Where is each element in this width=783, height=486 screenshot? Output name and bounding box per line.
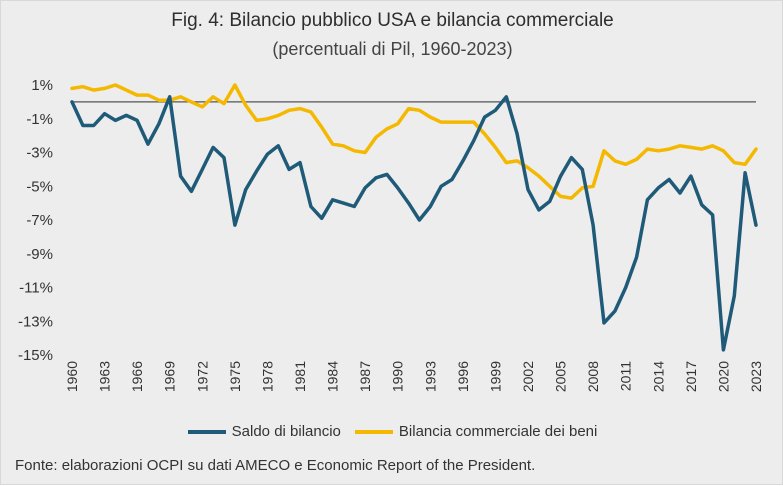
legend-label-bilancia: Bilancia commerciale dei beni [398,423,598,440]
x-tick-label: 1987 [357,361,373,392]
x-tick-label: 2002 [520,361,536,392]
chart-title: Fig. 4: Bilancio pubblico USA e bilancia… [171,10,614,31]
x-tick-label: 1981 [292,361,308,392]
y-axis: 1% -1% -3% -5% -7% -9% -11% -13% -15% [18,77,53,364]
x-tick-label: 1966 [129,361,145,392]
legend-label-saldo: Saldo di bilancio [231,423,341,440]
x-tick-label: 1978 [259,361,275,392]
x-tick-label: 2017 [683,361,699,392]
y-tick-label: -9% [26,246,53,263]
x-tick-label: 1999 [487,361,503,392]
legend-item-saldo: Saldo di bilancio [187,423,341,440]
x-tick-label: 1972 [194,361,210,392]
x-tick-label: 2014 [650,361,666,392]
x-tick-label: 2023 [748,361,764,392]
legend-swatch-saldo [187,429,226,434]
x-axis: 1960 1963 1966 1969 1972 1975 1978 1981 1984 1987… [64,361,764,392]
chart-subtitle: (percentuali di Pil, 1960-2023) [272,39,513,59]
legend-item-bilancia: Bilancia commerciale dei beni [354,423,598,440]
x-tick-label: 1960 [64,361,80,392]
y-tick-label: -1% [26,111,53,128]
x-tick-label: 1969 [162,361,178,392]
x-tick-label: 2005 [553,361,569,392]
series-line-bilancia-commerciale [70,83,758,200]
series-group [70,83,758,352]
x-tick-label: 2008 [585,361,601,392]
x-tick-label: 1975 [227,361,243,392]
series-line-saldo-di-bilancio [70,95,758,352]
y-tick-label: -11% [19,280,53,297]
y-tick-label: 1% [31,77,53,94]
y-tick-label: -15% [18,347,53,364]
y-tick-label: -5% [26,178,53,195]
x-tick-label: 1984 [325,361,341,392]
x-tick-label: 1993 [422,361,438,392]
x-tick-label: 1996 [455,361,471,392]
x-tick-label: 2011 [618,361,634,391]
y-tick-label: -3% [26,145,53,162]
y-tick-label: -13% [18,313,53,330]
legend: Saldo di bilancio Bilancia commerciale d… [1,423,783,440]
y-tick-label: -7% [26,212,53,229]
legend-swatch-bilancia [354,429,393,434]
source-note: Fonte: elaborazioni OCPI su dati AMECO e… [15,457,536,474]
x-tick-label: 2020 [715,361,731,392]
x-tick-label: 1963 [97,361,113,392]
x-tick-label: 1990 [390,361,406,392]
